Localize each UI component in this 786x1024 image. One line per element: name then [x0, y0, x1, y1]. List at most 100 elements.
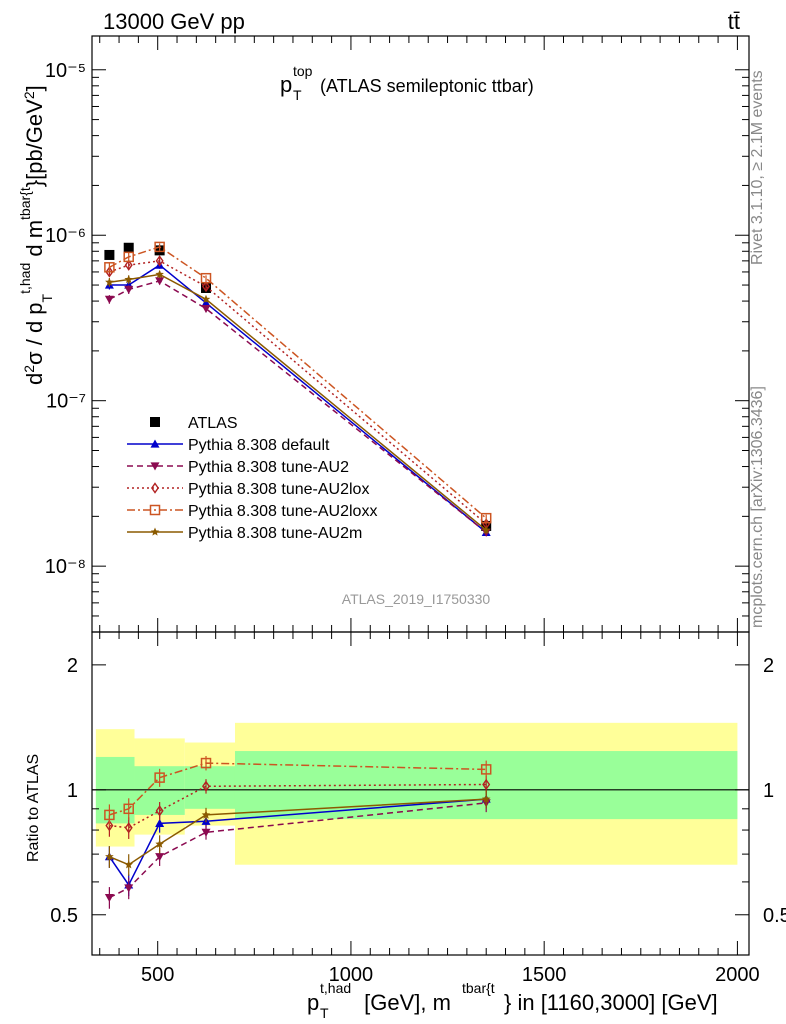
main-point	[123, 242, 134, 253]
main-point	[480, 512, 492, 524]
main-point	[201, 305, 211, 314]
xlabel-sub1: T	[320, 1005, 329, 1021]
ratio-point	[124, 860, 133, 869]
legend-entry: Pythia 8.308 tune-AU2	[127, 459, 349, 476]
ratio-y-tick-label-right: 0.5	[763, 905, 786, 927]
legend-marker	[150, 417, 160, 427]
main-point	[155, 269, 164, 278]
legend-marker	[150, 482, 160, 494]
main-panel	[104, 241, 492, 537]
main-point	[124, 275, 133, 284]
main-point	[155, 277, 165, 286]
main-series-4	[104, 241, 492, 524]
main-point	[201, 298, 211, 307]
main-point	[200, 272, 212, 284]
main-title: p top T (ATLAS semileptonic ttbar)	[280, 63, 534, 103]
main-point	[104, 295, 114, 304]
x-tick-label: 1000	[329, 964, 374, 986]
main-point	[202, 280, 211, 293]
ratio-point	[481, 794, 491, 803]
xlabel-mid: [GeV], m	[358, 990, 451, 1015]
legend-label: ATLAS	[188, 415, 238, 432]
main-point	[105, 277, 114, 286]
ratio-point	[482, 778, 491, 791]
y-tick-label: 10⁻⁶	[45, 225, 86, 247]
ratio-point	[155, 818, 165, 828]
ratio-point	[155, 853, 165, 862]
x-tick-label: 2000	[715, 964, 760, 986]
xlabel-p: p	[307, 990, 319, 1015]
ratio-series-line	[109, 783, 487, 829]
y-tick-label: 10⁻⁵	[45, 60, 86, 82]
ratio-y-tick-label: 2	[67, 655, 78, 677]
legend-entry: Pythia 8.308 tune-AU2lox	[127, 481, 369, 498]
legend-marker	[149, 504, 161, 516]
header-left: 13000 GeV pp	[103, 9, 245, 34]
main-point	[124, 259, 133, 271]
main-point	[154, 241, 165, 253]
ratio-y-tick-label: 1	[67, 780, 78, 802]
ratio-series-2	[105, 775, 491, 839]
legend-label: Pythia 8.308 tune-AU2lox	[188, 481, 369, 498]
ratio-point	[155, 805, 164, 817]
legend-label: Pythia 8.308 tune-AU2	[188, 459, 349, 476]
ratio-point	[124, 822, 133, 834]
ratio-point	[201, 828, 211, 837]
ratio-y-tick-label-right: 2	[763, 655, 774, 677]
main-point	[481, 525, 491, 534]
ratio-point	[105, 852, 114, 861]
x-tick-label: 1500	[522, 964, 567, 986]
main-point	[123, 251, 134, 263]
main-point	[201, 294, 211, 303]
main-point	[124, 285, 134, 294]
ratio-point	[124, 884, 134, 893]
ratio-point	[202, 780, 211, 792]
legend-label: Pythia 8.308 tune-AU2loxx	[188, 503, 377, 520]
main-frame	[91, 35, 750, 633]
y-tick-label: 10⁻⁸	[45, 556, 86, 578]
legend-entry: Pythia 8.308 tune-AU2m	[127, 525, 362, 542]
ratio-ylabel: Ratio to ATLAS	[25, 754, 42, 862]
axes-ticks: 500 1000 1500 2000 10⁻⁸ 10⁻⁷ 10⁻⁶ 10⁻⁵ 0.5 0.5 1 1 2…	[45, 36, 786, 986]
ratio-point	[104, 893, 114, 903]
legend-label: Pythia 8.308 tune-AU2m	[188, 525, 362, 542]
ratio-point	[200, 757, 212, 769]
ratio-panel: 500 1000 1500 2000 10⁻⁸ 10⁻⁷ 10⁻⁶ 10⁻⁵ 0.5 0.5 1 1 2…	[45, 35, 786, 986]
y-tick-label: 10⁻⁷	[46, 391, 86, 413]
title-rest: (ATLAS semileptonic ttbar)	[320, 76, 534, 96]
title-p: p	[280, 72, 292, 97]
main-series-5	[105, 269, 491, 534]
header-right: tt̄	[728, 9, 740, 34]
ratio-point	[154, 772, 165, 783]
watermark: ATLAS_2019_I1750330	[342, 591, 491, 607]
xlabel-sup1: t,had	[320, 980, 351, 996]
xlabel-sup2: tbar{t	[462, 980, 495, 996]
ratio-point	[480, 764, 492, 775]
legend-marker	[150, 462, 160, 471]
xlabel: p t,had T [GeV], m tbar{t } in [1160,300…	[307, 980, 718, 1021]
main-point	[104, 262, 115, 273]
x-tick-label: 500	[141, 964, 174, 986]
ratio-point	[105, 819, 114, 832]
ratio-series-3	[104, 755, 492, 827]
legend-marker	[150, 439, 160, 448]
ratio-point	[123, 803, 134, 815]
xlabel-end: } in [1160,3000] [GeV]	[504, 990, 718, 1015]
ratio-point	[201, 810, 211, 819]
title-sup: top	[293, 63, 313, 79]
mcplots-label: mcplots.cern.ch [arXiv:1306.3436]	[749, 386, 766, 628]
legend-entry: Pythia 8.308 default	[127, 437, 330, 454]
legend-entry: Pythia 8.308 tune-AU2loxx	[127, 503, 377, 520]
title-sub: T	[293, 87, 302, 103]
main-point	[104, 249, 115, 260]
ratio-point	[104, 809, 115, 821]
legend: ATLAS Pythia 8.308 default Pythia 8.308 tu…	[127, 415, 377, 542]
main-series-3	[105, 255, 491, 530]
ratio-band-green	[184, 766, 235, 809]
ratio-point	[155, 839, 164, 848]
ratio-y-tick-label-right: 1	[763, 780, 774, 802]
ratio-frame	[91, 631, 750, 956]
ratio-series-1	[104, 794, 491, 909]
ratio-y-tick-label: 0.5	[50, 905, 78, 927]
